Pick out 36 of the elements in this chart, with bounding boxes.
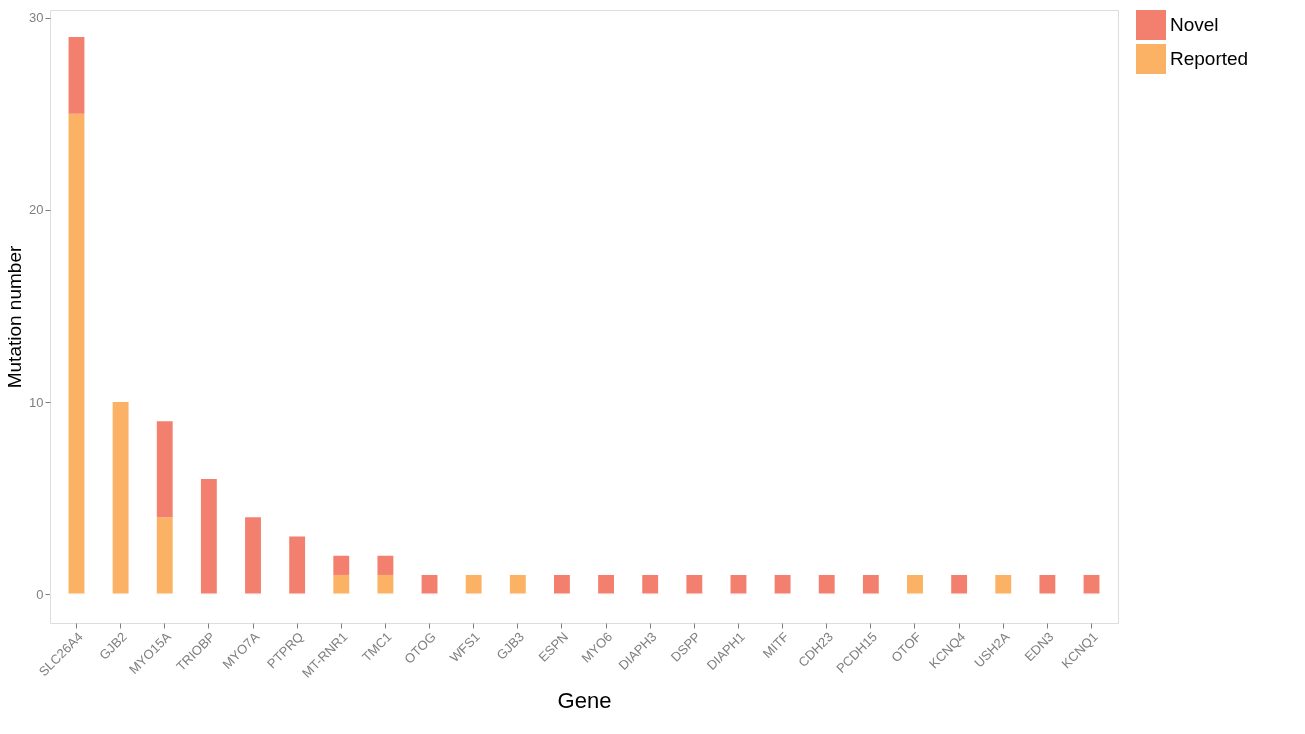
bar [156, 421, 173, 518]
y-tick-label: 0 [36, 586, 44, 602]
bar [730, 574, 747, 595]
bar [377, 574, 394, 595]
bar [112, 402, 129, 595]
bar [862, 574, 879, 595]
y-tick-label: 20 [29, 202, 44, 218]
bar [156, 517, 173, 595]
legend-label: Reported [1170, 48, 1249, 69]
bar [377, 555, 394, 575]
bar [465, 574, 482, 595]
bar [995, 574, 1012, 595]
bar [333, 555, 350, 575]
bar [1083, 574, 1100, 595]
bar [553, 574, 570, 595]
bar [907, 574, 923, 595]
bar [774, 574, 791, 595]
bar [686, 574, 703, 595]
y-axis-title: Mutation number [4, 245, 26, 389]
x-axis-title: Gene [557, 687, 612, 713]
bar [598, 574, 615, 595]
bar [289, 536, 306, 595]
bar [1039, 574, 1056, 595]
bar [951, 574, 968, 595]
bar [509, 574, 526, 595]
y-tick-label: 30 [29, 10, 44, 26]
bar [421, 574, 438, 595]
y-tick-label: 10 [29, 394, 44, 410]
legend-label: Novel [1170, 14, 1219, 35]
bar [245, 517, 261, 595]
bar [68, 36, 85, 114]
bar [642, 574, 659, 595]
bar [200, 478, 217, 595]
bar [818, 574, 835, 595]
bar [333, 574, 350, 595]
bar [68, 113, 85, 595]
